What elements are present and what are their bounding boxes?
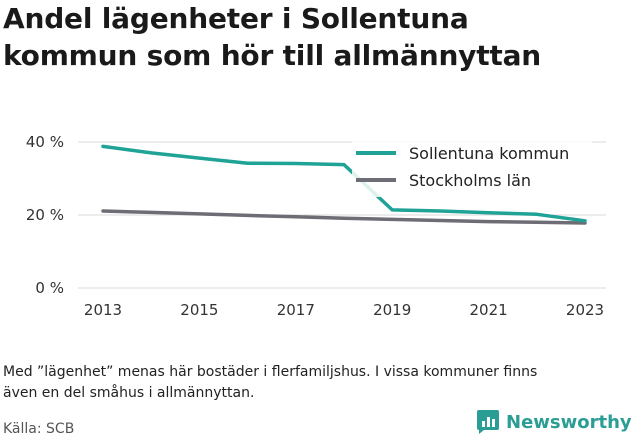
x-tick-label: 2017 [277, 301, 315, 319]
y-tick-label: 20 % [26, 206, 64, 224]
y-tick-label: 0 % [35, 279, 64, 297]
legend-label: Stockholms län [409, 171, 531, 190]
x-tick-label: 2021 [470, 301, 508, 319]
series-line [101, 144, 587, 223]
series-line [101, 209, 587, 225]
source-label: Källa: SCB [3, 421, 75, 437]
chart-note: Med ”lägenhet” menas här bostäder i fler… [3, 362, 623, 404]
note-line-2: även en del småhus i allmännyttan. [3, 385, 255, 401]
chart-title: Andel lägenheter i Sollentuna kommun som… [3, 0, 623, 74]
title-line-1: Andel lägenheter i Sollentuna [3, 2, 469, 35]
y-tick-label: 40 % [26, 133, 64, 151]
x-tick-label: 2023 [566, 301, 604, 319]
line-chart: 0 % 20 % 40 % 2013 2015 2017 2019 2021 2023 Solle… [26, 131, 606, 319]
legend-label: Sollentuna kommun [409, 144, 569, 163]
title-line-2: kommun som hör till allmännyttan [3, 39, 542, 72]
x-tick-label: 2019 [373, 301, 411, 319]
newsworthy-logo: Newsworthy [476, 409, 631, 435]
legend-box [352, 131, 592, 197]
brand-name: Newsworthy [506, 411, 631, 433]
newsworthy-icon [477, 410, 499, 434]
note-line-1: Med ”lägenhet” menas här bostäder i fler… [3, 364, 538, 380]
x-tick-label: 2015 [180, 301, 218, 319]
x-tick-label: 2013 [84, 301, 122, 319]
